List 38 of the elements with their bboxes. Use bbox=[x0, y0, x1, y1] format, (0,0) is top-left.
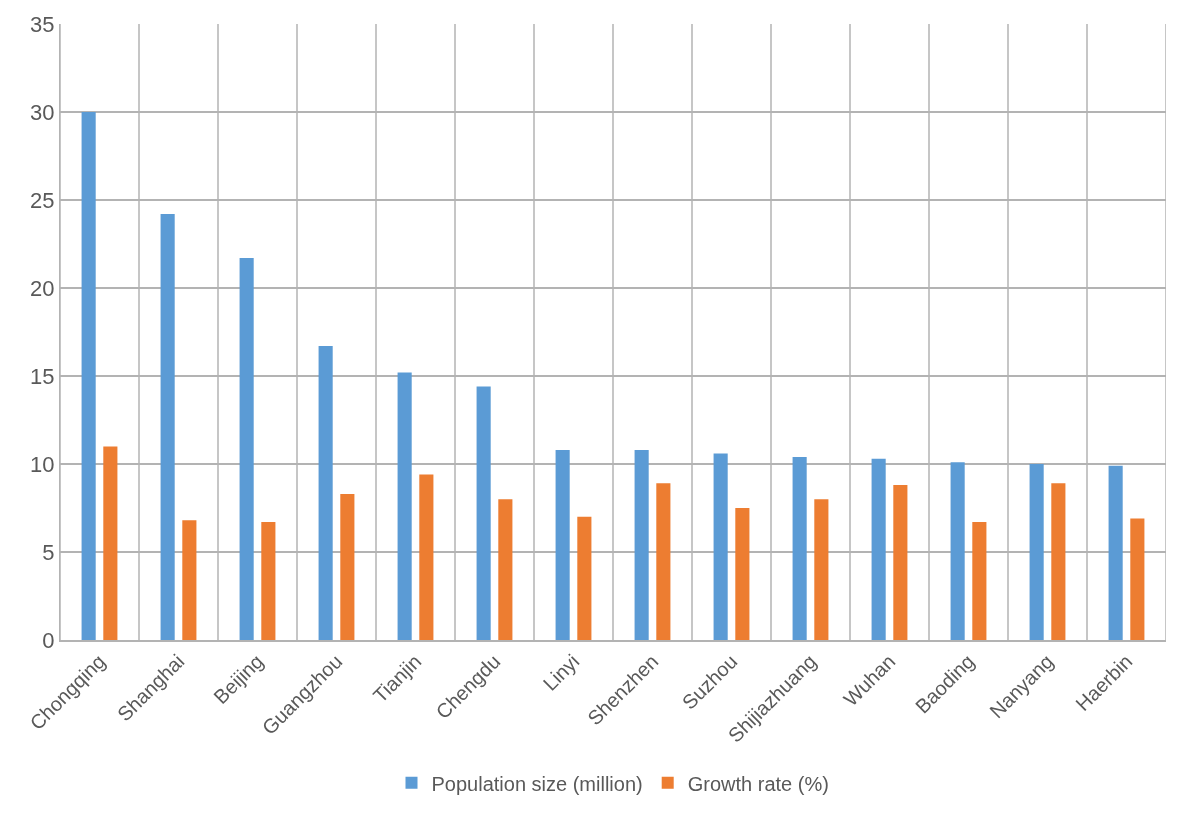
bar bbox=[419, 474, 434, 640]
bar bbox=[814, 499, 829, 640]
bar bbox=[577, 516, 592, 640]
y-tick-label: 20 bbox=[30, 275, 55, 301]
bar bbox=[972, 522, 987, 640]
y-tick-label: 10 bbox=[30, 451, 55, 477]
legend-label: Growth rate (%) bbox=[687, 772, 829, 795]
legend-label: Population size (million) bbox=[431, 772, 643, 795]
y-tick-label: 35 bbox=[30, 11, 55, 37]
y-tick-label: 25 bbox=[30, 187, 55, 213]
bar bbox=[735, 508, 750, 640]
bar bbox=[1051, 483, 1066, 640]
bar bbox=[397, 372, 412, 640]
bar bbox=[318, 346, 333, 640]
bar bbox=[81, 112, 96, 640]
bar bbox=[261, 522, 276, 640]
bar bbox=[871, 458, 886, 640]
bar bbox=[340, 493, 355, 640]
y-tick-label: 5 bbox=[42, 539, 55, 565]
bar bbox=[476, 386, 491, 640]
y-tick-label: 15 bbox=[30, 363, 55, 389]
y-tick-label: 30 bbox=[30, 99, 55, 125]
bar bbox=[498, 499, 513, 640]
bar bbox=[893, 485, 908, 640]
bar bbox=[1029, 464, 1044, 640]
bar bbox=[950, 462, 965, 640]
bar bbox=[656, 483, 671, 640]
bar bbox=[1130, 518, 1145, 640]
bar bbox=[239, 258, 254, 640]
bar bbox=[634, 449, 649, 640]
bar bbox=[713, 453, 728, 640]
y-tick-label: 0 bbox=[42, 627, 55, 653]
bar bbox=[792, 456, 807, 640]
bar bbox=[182, 520, 197, 640]
bar bbox=[160, 214, 175, 640]
bar bbox=[1108, 465, 1123, 640]
bar bbox=[555, 449, 570, 640]
bar bbox=[103, 446, 118, 640]
